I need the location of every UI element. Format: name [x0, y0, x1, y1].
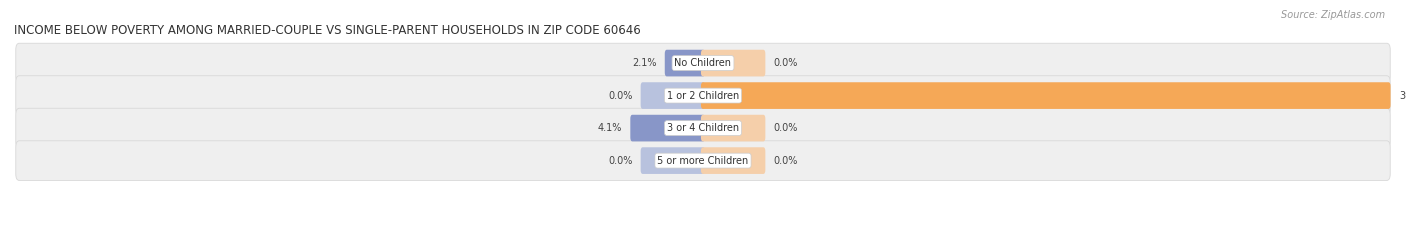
Text: 0.0%: 0.0% [607, 156, 633, 166]
Text: INCOME BELOW POVERTY AMONG MARRIED-COUPLE VS SINGLE-PARENT HOUSEHOLDS IN ZIP COD: INCOME BELOW POVERTY AMONG MARRIED-COUPL… [14, 24, 641, 37]
Text: 1 or 2 Children: 1 or 2 Children [666, 91, 740, 101]
Text: 0.0%: 0.0% [773, 156, 799, 166]
Text: 4.1%: 4.1% [598, 123, 621, 133]
Text: 3 or 4 Children: 3 or 4 Children [666, 123, 740, 133]
FancyBboxPatch shape [630, 115, 704, 141]
FancyBboxPatch shape [15, 108, 1391, 148]
FancyBboxPatch shape [15, 76, 1391, 115]
FancyBboxPatch shape [702, 115, 765, 141]
FancyBboxPatch shape [665, 50, 704, 76]
Text: 0.0%: 0.0% [773, 58, 799, 68]
FancyBboxPatch shape [702, 50, 765, 76]
Text: 2.1%: 2.1% [631, 58, 657, 68]
Text: 0.0%: 0.0% [773, 123, 799, 133]
FancyBboxPatch shape [702, 82, 1391, 109]
Text: 5 or more Children: 5 or more Children [658, 156, 748, 166]
FancyBboxPatch shape [641, 82, 704, 109]
Text: No Children: No Children [675, 58, 731, 68]
Text: 0.0%: 0.0% [607, 91, 633, 101]
FancyBboxPatch shape [641, 147, 704, 174]
Text: Source: ZipAtlas.com: Source: ZipAtlas.com [1281, 10, 1385, 21]
FancyBboxPatch shape [15, 43, 1391, 83]
FancyBboxPatch shape [15, 141, 1391, 180]
FancyBboxPatch shape [702, 147, 765, 174]
Text: 39.8%: 39.8% [1399, 91, 1406, 101]
